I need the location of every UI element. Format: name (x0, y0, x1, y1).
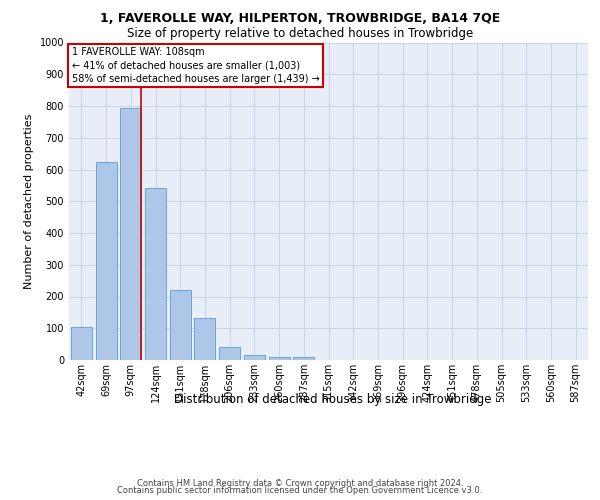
Text: 1 FAVEROLLE WAY: 108sqm
← 41% of detached houses are smaller (1,003)
58% of semi: 1 FAVEROLLE WAY: 108sqm ← 41% of detache… (71, 48, 319, 84)
Bar (120, 108, 141, 360)
Bar (293, 357, 314, 360)
Text: Contains public sector information licensed under the Open Government Licence v3: Contains public sector information licen… (118, 486, 482, 495)
Text: Size of property relative to detached houses in Trowbridge: Size of property relative to detached ho… (127, 28, 473, 40)
Text: Distribution of detached houses by size in Trowbridge: Distribution of detached houses by size … (174, 392, 492, 406)
Bar (71, 328, 92, 360)
Y-axis label: Number of detached properties: Number of detached properties (24, 114, 34, 289)
Bar (244, 354, 265, 360)
Text: Contains HM Land Registry data © Crown copyright and database right 2024.: Contains HM Land Registry data © Crown c… (137, 478, 463, 488)
Bar (219, 346, 240, 360)
Bar (269, 357, 290, 360)
Bar (95, 162, 116, 360)
Text: 1, FAVEROLLE WAY, HILPERTON, TROWBRIDGE, BA14 7QE: 1, FAVEROLLE WAY, HILPERTON, TROWBRIDGE,… (100, 12, 500, 26)
Bar (170, 290, 191, 360)
Bar (145, 188, 166, 360)
Bar (194, 318, 215, 360)
